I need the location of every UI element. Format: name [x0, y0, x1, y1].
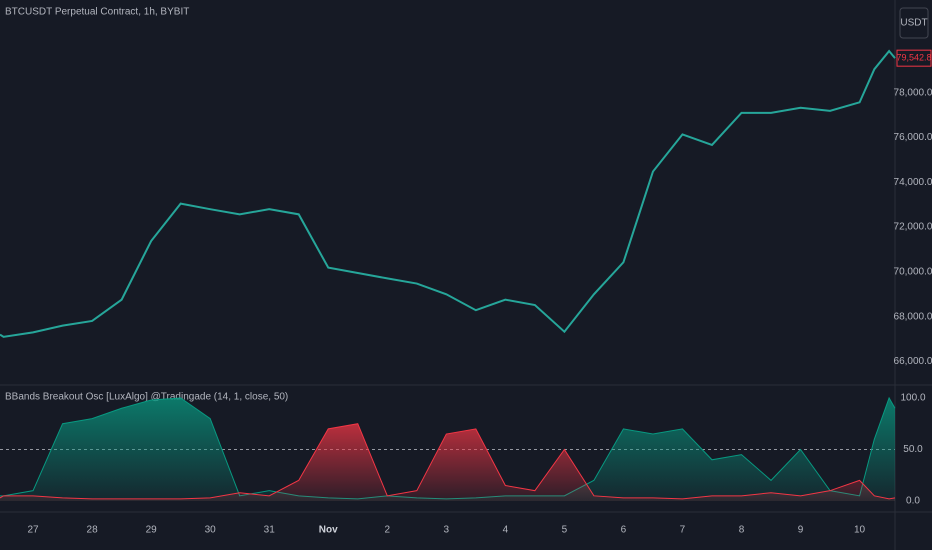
price-line: [0, 49, 896, 338]
x-tick-label: 29: [146, 525, 158, 536]
x-tick-label: 7: [680, 525, 686, 536]
x-tick-label: 31: [264, 525, 276, 536]
x-tick-label: 10: [854, 525, 866, 536]
currency-button[interactable]: [899, 7, 929, 39]
area-fill: [0, 423, 895, 501]
y-tick-label: 68,000.0: [894, 311, 932, 322]
x-tick-label: 6: [621, 525, 627, 536]
x-tick-label: 28: [87, 525, 99, 536]
x-tick-label: Nov: [319, 525, 338, 536]
x-tick-label: 5: [562, 525, 568, 536]
last-price-label: 79,542.8: [896, 53, 931, 63]
x-tick-label: 27: [27, 525, 39, 536]
x-tick-label: 8: [739, 525, 745, 536]
area-fill: [0, 397, 895, 501]
y-tick-label: 74,000.0: [894, 177, 932, 188]
y-tick-label: 70,000.0: [894, 267, 932, 278]
last-price-box: [896, 49, 932, 67]
y-tick-label: 66,000.0: [894, 356, 932, 367]
y-tick-label: 76,000.0: [894, 132, 932, 143]
y-tick-label: 72,000.0: [894, 222, 932, 233]
x-tick-label: 2: [385, 525, 391, 536]
indicator-title: BBands Breakout Osc [LuxAlgo] @Tradingad…: [5, 392, 288, 403]
currency-label[interactable]: USDT: [900, 18, 927, 29]
x-tick-label: 4: [503, 525, 509, 536]
y-tick-label: 50.0: [903, 444, 923, 455]
chart-title: BTCUSDT Perpetual Contract, 1h, BYBIT: [5, 7, 189, 18]
x-tick-label: 9: [798, 525, 804, 536]
y-tick-label: 0.0: [906, 496, 920, 507]
area-line: [0, 423, 896, 500]
y-tick-label: 100.0: [900, 393, 925, 404]
y-tick-label: 78,000.0: [894, 87, 932, 98]
x-tick-label: 30: [205, 525, 217, 536]
x-tick-label: 3: [444, 525, 450, 536]
